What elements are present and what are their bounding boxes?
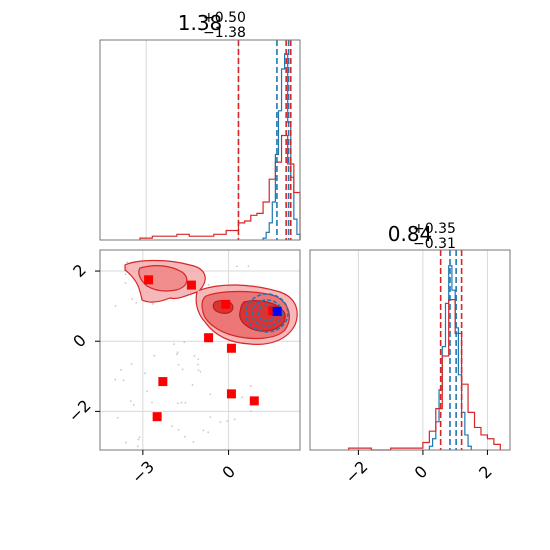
bl-sample-point bbox=[138, 436, 141, 439]
tl-frame bbox=[99, 39, 301, 241]
bl-sample-point bbox=[226, 420, 229, 422]
bl-sample-point bbox=[241, 396, 244, 399]
bl-sample-point bbox=[114, 378, 117, 381]
bl-sample-point bbox=[153, 354, 156, 357]
bl-sample-point bbox=[184, 401, 187, 404]
bl-sample-point bbox=[173, 343, 176, 346]
bl-sample-point bbox=[177, 363, 180, 366]
red-square-marker bbox=[186, 280, 196, 290]
tl-hist-red bbox=[139, 134, 301, 240]
bl-sample-point bbox=[202, 429, 205, 432]
tl-hist-blue bbox=[262, 53, 301, 240]
tl-title-minus: −1.38 bbox=[203, 25, 246, 41]
bl-sample-point bbox=[209, 416, 212, 419]
bl-sample-point bbox=[152, 303, 154, 305]
bl-sample-point bbox=[197, 358, 200, 361]
red-square-marker bbox=[226, 343, 236, 353]
bl-sample-point bbox=[129, 400, 132, 403]
bl-sample-point bbox=[197, 363, 199, 366]
bl-sample-point bbox=[131, 298, 134, 300]
br-title: 0.84 bbox=[388, 222, 433, 246]
bl-sample-point bbox=[180, 401, 183, 404]
red-square-marker bbox=[152, 412, 162, 422]
bl-sample-point bbox=[209, 393, 212, 396]
bl-sample-point bbox=[116, 416, 119, 419]
red-square-marker bbox=[144, 275, 154, 285]
blue-contour-mid bbox=[251, 299, 283, 327]
br-grid bbox=[357, 250, 488, 450]
br-frame bbox=[309, 249, 511, 451]
br-vlines bbox=[439, 250, 463, 450]
tl-series bbox=[139, 53, 301, 240]
bl-frame bbox=[99, 249, 301, 451]
bl-sample-point bbox=[183, 341, 186, 344]
bl-sample-point bbox=[177, 402, 179, 405]
red-square-marker bbox=[158, 377, 168, 387]
red-contour-mid bbox=[138, 265, 188, 292]
blue-square-marker bbox=[272, 306, 282, 316]
bl-sample-point bbox=[193, 354, 196, 357]
red-square-marker bbox=[221, 299, 231, 309]
br-hist-red bbox=[348, 299, 501, 451]
bl-sample-point bbox=[191, 384, 194, 386]
bl-sample-point bbox=[249, 385, 252, 387]
br-series bbox=[348, 265, 501, 451]
bl-sample-point bbox=[120, 368, 122, 371]
tl-title: 1.38 bbox=[178, 11, 223, 35]
bl-sample-point bbox=[151, 401, 153, 404]
bl-sample-point bbox=[219, 421, 222, 423]
bl-sample-point bbox=[176, 351, 179, 354]
bl-sample-point bbox=[177, 428, 180, 431]
bl-sample-point bbox=[124, 273, 127, 276]
bl-sample-point bbox=[132, 403, 135, 406]
bl-sample-point bbox=[199, 370, 202, 373]
tl-vlines bbox=[237, 40, 292, 240]
bl-sample-point bbox=[175, 353, 178, 356]
bl-sample-point bbox=[124, 282, 127, 284]
br-title-minus: −0.31 bbox=[413, 236, 456, 252]
bl-sample-point bbox=[236, 265, 238, 268]
bl-sample-point bbox=[136, 445, 139, 448]
bl-sample-point bbox=[137, 438, 140, 441]
bl-markers bbox=[144, 275, 282, 422]
bl-sample-point bbox=[144, 372, 146, 375]
bl-sample-point bbox=[135, 301, 138, 304]
bl-sample-point bbox=[171, 425, 173, 428]
bl-sample-point bbox=[126, 261, 128, 264]
bl-sample-point bbox=[249, 410, 252, 413]
panel-bottom-right: 0.84 +0.35 −0.31 −2 0 2 bbox=[309, 221, 511, 487]
bl-sample-point bbox=[192, 441, 195, 443]
bl-sample-point bbox=[183, 435, 186, 438]
red-square-marker bbox=[226, 389, 236, 399]
bl-sample-point bbox=[114, 304, 117, 307]
bl-sample-point bbox=[207, 283, 210, 286]
panel-top-left: 1.38 +0.50 −1.38 bbox=[99, 10, 301, 241]
bl-sample-point bbox=[181, 368, 184, 371]
bl-sample-point bbox=[197, 369, 200, 371]
red-square-marker bbox=[249, 396, 259, 406]
bl-sample-point bbox=[146, 390, 149, 393]
tl-title-plus: +0.50 bbox=[203, 10, 246, 26]
bl-sample-point bbox=[130, 362, 133, 365]
bl-sample-point bbox=[233, 418, 236, 421]
bl-sample-point bbox=[122, 379, 125, 382]
blue-contour-outer bbox=[245, 293, 289, 333]
br-title-plus: +0.35 bbox=[413, 221, 456, 237]
bl-sample-point bbox=[247, 265, 250, 268]
bl-sample-point bbox=[207, 431, 210, 434]
red-square-marker bbox=[204, 333, 214, 343]
bl-sample-point bbox=[125, 441, 127, 444]
